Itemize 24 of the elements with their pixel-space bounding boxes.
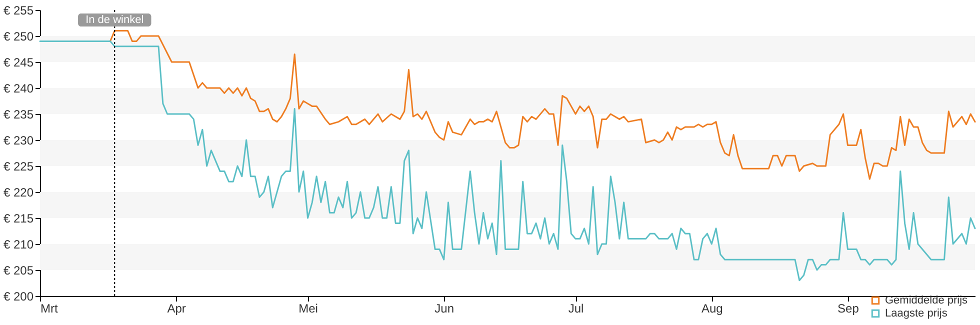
- legend-label: Laagste prijs: [885, 308, 948, 320]
- y-tick-label: € 225: [3, 160, 34, 174]
- y-tick-label: € 245: [3, 56, 34, 70]
- x-tick-label: Sep: [838, 302, 860, 316]
- y-tick-label: € 250: [3, 30, 34, 44]
- x-tick-label: Jun: [434, 302, 454, 316]
- y-tick-label: € 240: [3, 82, 34, 96]
- y-tick-label: € 255: [3, 4, 34, 18]
- line-series: [109, 30, 976, 180]
- y-tick-label: € 210: [3, 238, 34, 252]
- y-tick-label: € 215: [3, 212, 34, 226]
- x-tick-label: Jul: [568, 302, 584, 316]
- y-tick-label: € 200: [3, 290, 34, 304]
- y-tick-label: € 235: [3, 108, 34, 122]
- y-tick-label: € 205: [3, 264, 34, 278]
- line-series: [39, 40, 976, 282]
- x-tick-label: Mrt: [40, 302, 58, 316]
- ref-line-label: In de winkel: [86, 14, 144, 26]
- y-tick-label: € 230: [3, 134, 34, 148]
- x-tick-label: Aug: [701, 302, 723, 316]
- y-tick-label: € 220: [3, 186, 34, 200]
- x-tick-label: Mei: [298, 302, 318, 316]
- x-tick-label: Apr: [167, 302, 186, 316]
- legend-label: Gemiddelde prijs: [885, 294, 968, 306]
